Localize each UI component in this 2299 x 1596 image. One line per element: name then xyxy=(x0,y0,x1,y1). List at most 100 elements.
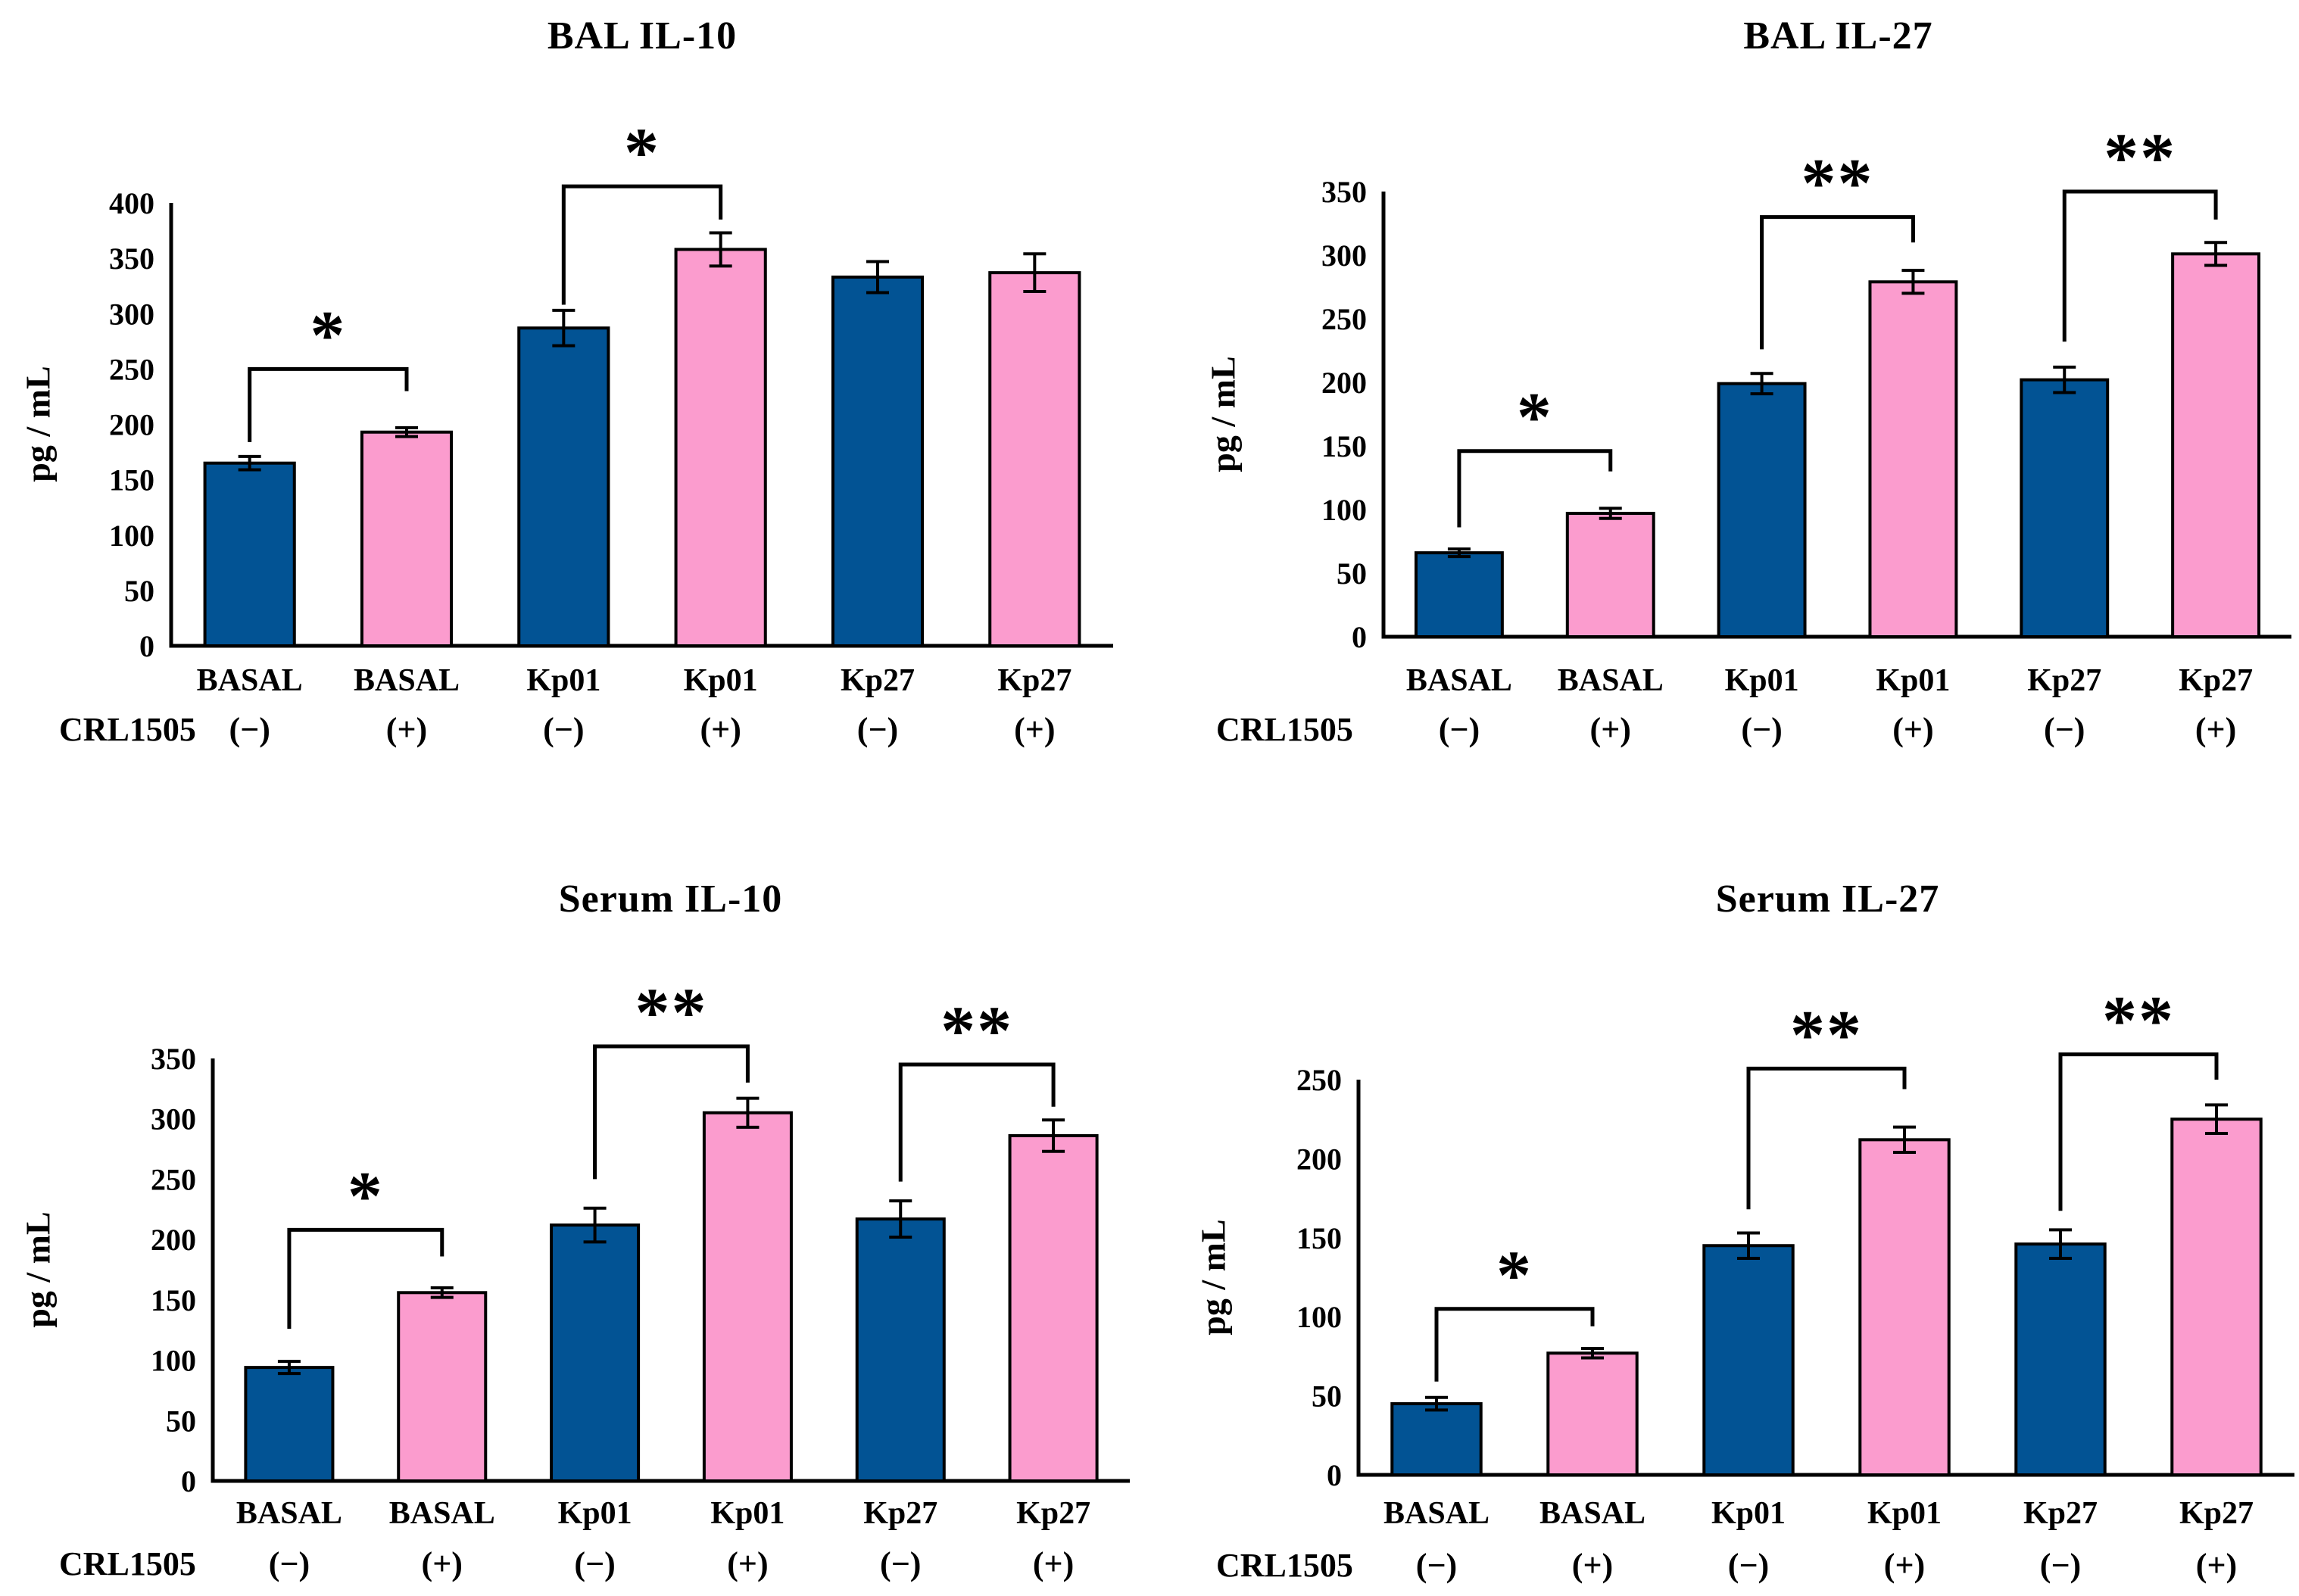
category-label: Kp27 xyxy=(2027,663,2101,698)
y-tick-label: 250 xyxy=(109,352,154,386)
significance-label: * xyxy=(310,296,346,373)
y-tick-label: 350 xyxy=(109,242,154,276)
significance-bracket xyxy=(561,184,723,305)
significance-label: ** xyxy=(1801,145,1874,222)
bar-basal-neg xyxy=(1414,551,1504,638)
significance-bracket xyxy=(287,1227,445,1329)
y-tick-label: 200 xyxy=(151,1223,196,1257)
crl1505-value-label: (+) xyxy=(1590,711,1631,748)
bar-kp01-neg xyxy=(1702,1244,1795,1476)
y-tick-label: 50 xyxy=(124,574,154,608)
crl1505-value-label: (−) xyxy=(1728,1547,1769,1584)
crl1505-value-label: (+) xyxy=(1014,711,1055,748)
crl1505-row-label: CRL1505 xyxy=(59,711,196,748)
category-label: Kp27 xyxy=(1016,1496,1090,1531)
y-tick-label: 100 xyxy=(1296,1300,1342,1334)
crl1505-value-label: (−) xyxy=(2040,1547,2081,1584)
y-tick-label: 400 xyxy=(109,186,154,220)
y-tick-label: 50 xyxy=(166,1404,196,1438)
category-label: Kp01 xyxy=(1725,663,1799,698)
category-label: Kp01 xyxy=(1867,1496,1942,1531)
bar-basal-pos xyxy=(360,430,454,647)
bar-kp27-neg xyxy=(2020,378,2110,638)
bar-kp27-pos xyxy=(1008,1134,1099,1482)
chart-title-bal-il27: BAL IL-27 xyxy=(1743,14,1933,58)
y-tick-label: 150 xyxy=(109,463,154,497)
crl1505-value-label: (+) xyxy=(2195,711,2236,748)
significance-label: * xyxy=(1496,1236,1533,1314)
crl1505-value-label: (+) xyxy=(1884,1547,1925,1584)
bar-kp01-neg xyxy=(517,326,610,647)
crl1505-value-label: (−) xyxy=(1439,711,1480,748)
category-label: Kp01 xyxy=(684,663,758,698)
category-label: Kp27 xyxy=(2023,1496,2098,1531)
bar-kp27-neg xyxy=(2014,1242,2107,1476)
significance-bracket xyxy=(1457,449,1613,528)
y-tick-label: 150 xyxy=(151,1283,196,1317)
category-label: Kp27 xyxy=(2179,1496,2254,1531)
y-tick-label: 300 xyxy=(151,1102,196,1136)
significance-bracket xyxy=(2058,1052,2219,1211)
bar-kp27-pos xyxy=(988,271,1081,647)
significance-label: ** xyxy=(2102,982,2175,1059)
y-tick-label: 150 xyxy=(1296,1221,1342,1255)
axis xyxy=(169,203,1113,648)
panel-serum-il27: Serum IL-27 pg / mL 0 50 100 150 200 250 * ** **… xyxy=(1150,798,2299,1596)
significance-label: * xyxy=(348,1157,384,1234)
crl1505-value-label: (+) xyxy=(1033,1545,1074,1582)
category-label: Kp01 xyxy=(558,1496,632,1531)
significance-label: ** xyxy=(635,974,708,1051)
crl1505-value-label: (+) xyxy=(2196,1547,2237,1584)
y-tick-label: 250 xyxy=(151,1162,196,1196)
crl1505-row-label: CRL1505 xyxy=(59,1545,196,1582)
y-tick-label: 100 xyxy=(1321,493,1367,527)
bar-basal-neg xyxy=(244,1366,335,1482)
significance-bracket xyxy=(2062,189,2218,342)
category-label: BASAL xyxy=(1406,663,1512,698)
y-tick-label: 0 xyxy=(1352,620,1367,654)
y-tick-label: 50 xyxy=(1337,556,1367,591)
y-tick-label: 200 xyxy=(1321,366,1367,400)
crl1505-row-label: CRL1505 xyxy=(1216,711,1353,748)
crl1505-value-label: (+) xyxy=(1892,711,1933,748)
bar-basal-neg xyxy=(1390,1402,1483,1476)
crl1505-value-label: (−) xyxy=(857,711,898,748)
crl1505-value-label: (+) xyxy=(422,1545,463,1582)
bar-kp27-pos xyxy=(2170,1118,2263,1476)
y-tick-label: 300 xyxy=(109,297,154,331)
significance-bracket xyxy=(1760,215,1915,350)
category-label: BASAL xyxy=(197,663,303,698)
crl1505-value-label: (−) xyxy=(1416,1547,1457,1584)
significance-label: ** xyxy=(1790,996,1863,1073)
category-label: Kp27 xyxy=(997,663,1072,698)
significance-bracket xyxy=(1434,1307,1595,1382)
bar-kp01-pos xyxy=(702,1111,793,1482)
y-tick-label: 0 xyxy=(181,1464,196,1498)
y-tick-label: 350 xyxy=(1321,175,1367,209)
y-tick-label: 300 xyxy=(1321,238,1367,273)
significance-bracket xyxy=(593,1044,750,1180)
category-label: Kp01 xyxy=(710,1496,785,1531)
category-label: Kp27 xyxy=(2179,663,2253,698)
axis xyxy=(1381,192,2291,639)
crl1505-value-label: (−) xyxy=(574,1545,615,1582)
crl1505-value-label: (−) xyxy=(1741,711,1782,748)
crl1505-value-label: (+) xyxy=(727,1545,768,1582)
y-tick-label: 0 xyxy=(139,629,154,663)
y-tick-label: 250 xyxy=(1321,302,1367,336)
significance-label: * xyxy=(1517,379,1553,456)
chart-title-bal-il10: BAL IL-10 xyxy=(547,14,738,58)
bar-kp01-pos xyxy=(1858,1138,1951,1476)
significance-bracket xyxy=(898,1062,1056,1182)
category-label: Kp27 xyxy=(863,1496,937,1531)
panel-bal-il10: BAL IL-10 pg / mL 0 50 100 150 200 250 300 350 4… xyxy=(0,0,1150,798)
category-label: BASAL xyxy=(1558,663,1664,698)
significance-label: ** xyxy=(2104,119,2176,196)
bar-kp01-pos xyxy=(674,248,767,647)
significance-label: * xyxy=(624,114,660,191)
category-label: Kp01 xyxy=(1876,663,1950,698)
